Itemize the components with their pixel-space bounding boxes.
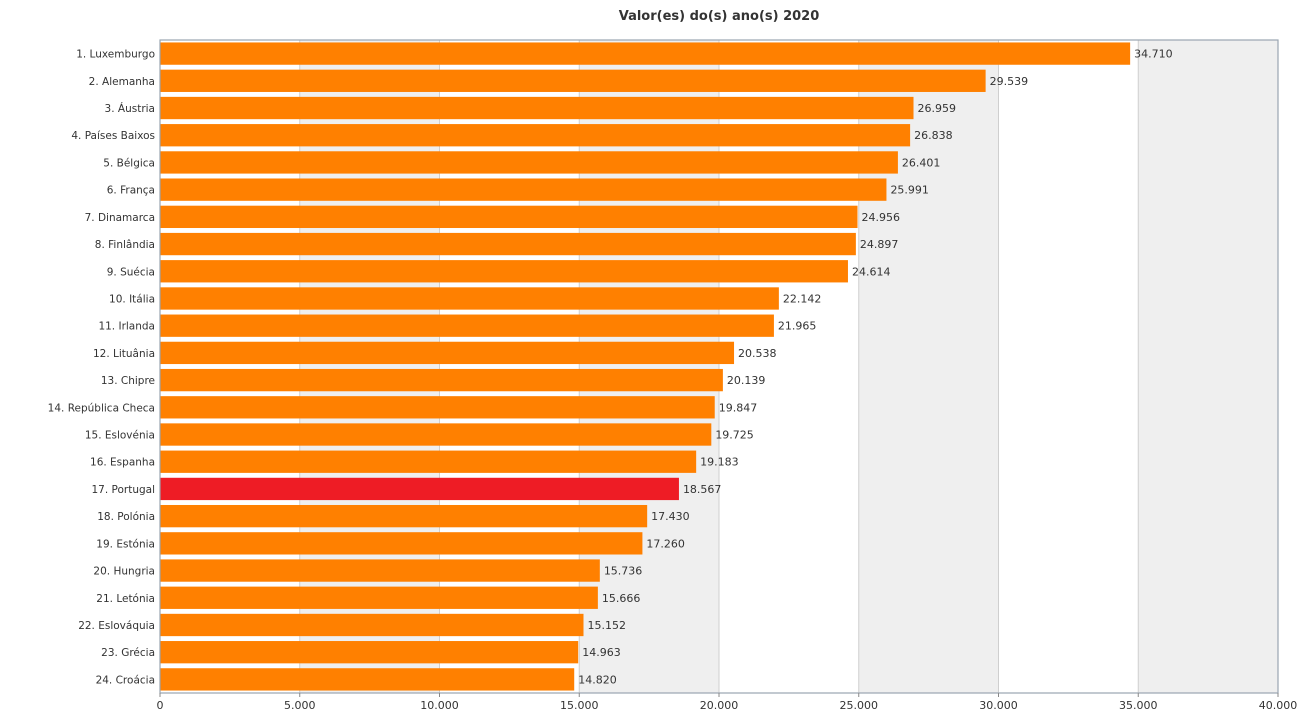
bar — [160, 178, 887, 201]
bar — [160, 641, 579, 664]
value-label: 24.956 — [862, 211, 901, 224]
bar — [160, 151, 898, 174]
value-label: 15.736 — [604, 565, 643, 578]
category-label: 10. Itália — [109, 293, 155, 305]
x-tick-label: 30.000 — [979, 699, 1018, 712]
value-label: 20.139 — [727, 374, 766, 387]
value-label: 24.897 — [860, 238, 899, 251]
category-label: 9. Suécia — [107, 266, 155, 278]
value-label: 19.725 — [715, 429, 754, 442]
bar — [160, 314, 774, 337]
value-label: 15.152 — [587, 619, 626, 632]
bar — [160, 477, 679, 501]
bar — [160, 205, 858, 229]
x-tick-label: 5.000 — [284, 699, 316, 712]
value-label: 19.847 — [719, 401, 758, 414]
bar — [160, 368, 723, 392]
bar — [160, 69, 986, 92]
x-tick-label: 15.000 — [560, 699, 599, 712]
bar — [160, 559, 600, 582]
x-tick-label: 35.000 — [1119, 699, 1158, 712]
category-label: 1. Luxemburgo — [76, 49, 155, 61]
value-label: 19.183 — [700, 456, 739, 469]
bar — [160, 532, 643, 555]
bar — [160, 396, 715, 419]
category-label: 22. Eslováquia — [78, 620, 155, 632]
category-label: 7. Dinamarca — [85, 212, 155, 224]
value-label: 18.567 — [683, 483, 722, 496]
grid-band — [299, 40, 440, 693]
category-label: 11. Irlanda — [98, 321, 155, 333]
bar — [160, 124, 911, 147]
grid-band — [858, 40, 999, 693]
category-label: 16. Espanha — [90, 457, 155, 469]
value-label: 24.614 — [852, 265, 891, 278]
x-tick-label: 10.000 — [420, 699, 459, 712]
value-label: 15.666 — [602, 592, 641, 605]
bar — [160, 504, 648, 528]
bar — [160, 260, 848, 283]
category-label: 4. Países Baixos — [71, 130, 155, 142]
category-label: 3. Áustria — [105, 102, 155, 115]
bar — [160, 613, 584, 637]
category-label: 17. Portugal — [91, 484, 155, 496]
bar — [160, 287, 779, 310]
value-label: 20.538 — [738, 347, 777, 360]
value-label: 26.959 — [918, 102, 957, 115]
bar — [160, 42, 1131, 65]
category-label: 20. Hungria — [93, 566, 155, 578]
value-label: 25.991 — [890, 184, 929, 197]
category-label: 5. Bélgica — [103, 157, 155, 169]
value-label: 22.142 — [783, 292, 822, 305]
bar — [160, 341, 735, 365]
category-label: 8. Finlândia — [95, 239, 155, 251]
grid-band — [579, 40, 719, 693]
bar — [160, 450, 697, 473]
category-label: 2. Alemanha — [89, 76, 155, 88]
bar — [160, 586, 598, 609]
x-tick-label: 40.000 — [1259, 699, 1298, 712]
value-label: 14.963 — [582, 646, 621, 659]
category-label: 14. República Checa — [48, 402, 155, 414]
category-label: 13. Chipre — [101, 375, 155, 387]
bar — [160, 96, 914, 120]
value-label: 14.820 — [578, 673, 617, 686]
category-label: 6. França — [107, 185, 155, 197]
category-label: 12. Lituânia — [93, 348, 155, 360]
bar — [160, 423, 712, 446]
category-label: 24. Croácia — [96, 674, 155, 686]
value-label: 34.710 — [1134, 48, 1173, 61]
value-label: 17.430 — [651, 510, 690, 523]
chart-title: Valor(es) do(s) ano(s) 2020 — [618, 9, 820, 24]
x-tick-label: 0 — [157, 699, 164, 712]
bar — [160, 232, 856, 256]
category-label: 15. Eslovénia — [85, 430, 155, 442]
value-label: 26.401 — [902, 156, 941, 169]
category-label: 19. Estónia — [96, 538, 155, 550]
category-label: 23. Grécia — [101, 647, 155, 659]
grid-band — [1138, 40, 1278, 693]
x-tick-label: 20.000 — [700, 699, 739, 712]
category-label: 21. Letónia — [96, 593, 155, 605]
x-tick-label: 25.000 — [840, 699, 879, 712]
value-label: 21.965 — [778, 320, 817, 333]
value-label: 29.539 — [990, 75, 1028, 88]
bar — [160, 668, 575, 691]
category-label: 18. Polónia — [97, 511, 155, 523]
value-label: 26.838 — [914, 129, 953, 142]
value-label: 17.260 — [646, 537, 685, 550]
